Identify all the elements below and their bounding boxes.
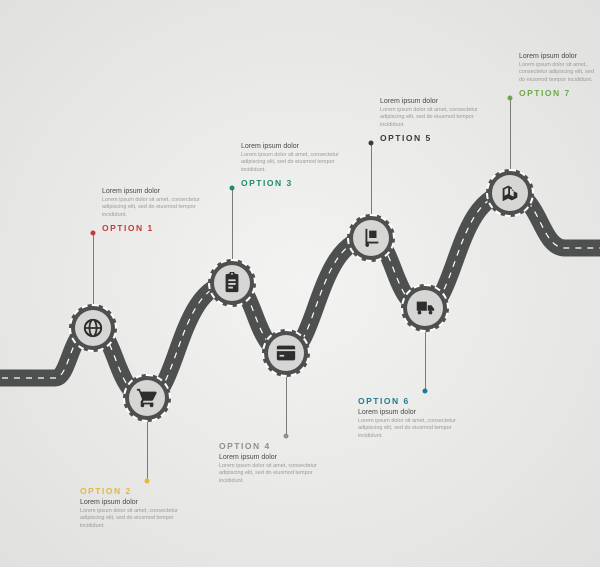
card-icon [275, 342, 297, 364]
trolley-icon [360, 227, 382, 249]
callout-heading: Lorem ipsum dolor [219, 454, 329, 461]
callout-heading: Lorem ipsum dolor [80, 499, 190, 506]
callout-option-7: Lorem ipsum dolor Lorem ipsum dolor sit … [519, 53, 594, 101]
globe-icon [82, 317, 104, 339]
leader-dot-7 [508, 96, 513, 101]
node-5 [347, 214, 395, 262]
leader-dot-1 [91, 231, 96, 236]
callout-body: Lorem ipsum dolor sit amet, consectetur … [219, 463, 329, 485]
callout-option-6: OPTION 6 Lorem ipsum dolor Lorem ipsum d… [358, 396, 468, 440]
leader-line-6 [425, 331, 426, 391]
option-label-7: OPTION 7 [519, 88, 594, 98]
node-3 [208, 259, 256, 307]
callout-option-2: OPTION 2 Lorem ipsum dolor Lorem ipsum d… [80, 486, 190, 530]
option-label-3: OPTION 3 [241, 178, 351, 188]
callout-body: Lorem ipsum dolor sit amet, consectetur … [102, 197, 212, 219]
callout-body: Lorem ipsum dolor sit amet, consectetur … [519, 62, 594, 84]
leader-line-2 [147, 421, 148, 481]
leader-dot-5 [369, 141, 374, 146]
option-label-5: OPTION 5 [380, 133, 490, 143]
leader-dot-4 [284, 434, 289, 439]
leader-line-5 [371, 143, 372, 215]
leader-line-1 [93, 233, 94, 305]
callout-option-3: Lorem ipsum dolor Lorem ipsum dolor sit … [241, 143, 351, 191]
callout-body: Lorem ipsum dolor sit amet, consectetur … [358, 418, 468, 440]
infographic-canvas: Lorem ipsum dolor Lorem ipsum dolor sit … [0, 0, 600, 567]
node-4 [262, 329, 310, 377]
delivery-icon [499, 182, 521, 204]
node-7 [486, 169, 534, 217]
callout-heading: Lorem ipsum dolor [102, 188, 212, 195]
leader-dot-6 [423, 389, 428, 394]
option-label-1: OPTION 1 [102, 223, 212, 233]
callout-body: Lorem ipsum dolor sit amet, consectetur … [241, 152, 351, 174]
leader-dot-3 [230, 186, 235, 191]
callout-heading: Lorem ipsum dolor [241, 143, 351, 150]
option-label-6: OPTION 6 [358, 396, 468, 406]
callout-heading: Lorem ipsum dolor [380, 98, 490, 105]
leader-dot-2 [145, 479, 150, 484]
callout-heading: Lorem ipsum dolor [519, 53, 594, 60]
leader-line-7 [510, 98, 511, 170]
node-2 [123, 374, 171, 422]
callout-body: Lorem ipsum dolor sit amet, consectetur … [380, 107, 490, 129]
callout-option-1: Lorem ipsum dolor Lorem ipsum dolor sit … [102, 188, 212, 236]
callout-option-5: Lorem ipsum dolor Lorem ipsum dolor sit … [380, 98, 490, 146]
option-label-4: OPTION 4 [219, 441, 329, 451]
callout-option-4: OPTION 4 Lorem ipsum dolor Lorem ipsum d… [219, 441, 329, 485]
cart-icon [136, 387, 158, 409]
callout-heading: Lorem ipsum dolor [358, 409, 468, 416]
clipboard-icon [221, 272, 243, 294]
leader-line-3 [232, 188, 233, 260]
leader-line-4 [286, 376, 287, 436]
truck-icon [414, 297, 436, 319]
option-label-2: OPTION 2 [80, 486, 190, 496]
node-6 [401, 284, 449, 332]
node-1 [69, 304, 117, 352]
callout-body: Lorem ipsum dolor sit amet, consectetur … [80, 508, 190, 530]
